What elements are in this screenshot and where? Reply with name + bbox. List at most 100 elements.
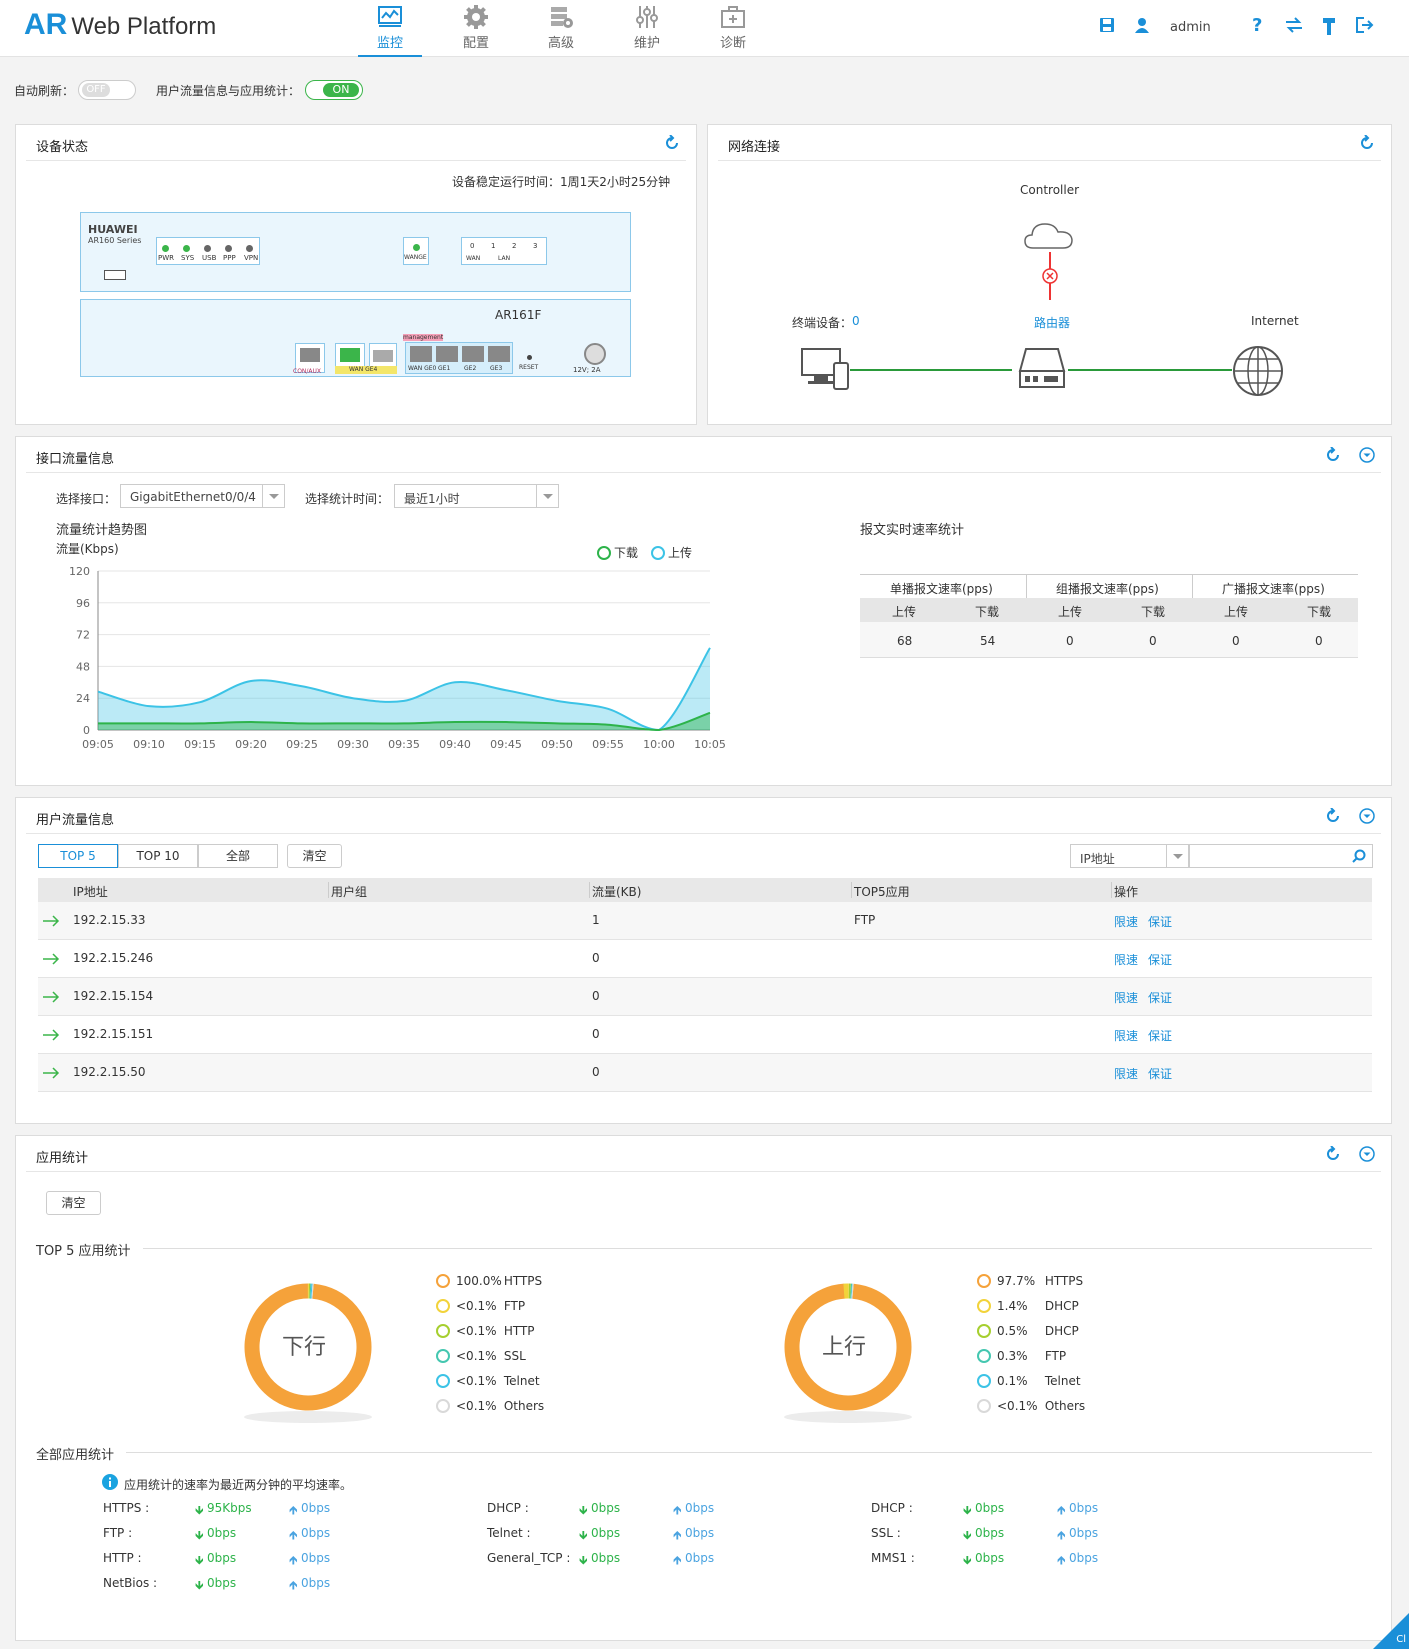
refresh-icon[interactable] (1359, 135, 1375, 151)
guarantee-link[interactable]: 保证 (1148, 1029, 1173, 1043)
flow-cell: 0 (592, 951, 600, 965)
time-select-label: 选择统计时间： (305, 492, 390, 506)
time-select[interactable]: 最近1小时 (394, 484, 559, 508)
collapse-icon[interactable] (1359, 808, 1375, 824)
rate-sub-label: 上传 (1224, 605, 1249, 619)
search-icon[interactable] (1352, 849, 1366, 863)
legend-pct: 0.3% (997, 1349, 1028, 1363)
tab-top10[interactable]: TOP 10 (118, 844, 198, 868)
app-cell: FTP (854, 913, 876, 927)
up-rate: 0bps (301, 1551, 331, 1565)
table-row[interactable]: 192.2.15.154 0 限速 保证 (38, 978, 1372, 1016)
collapse-icon[interactable] (1359, 1146, 1375, 1162)
arrow-right-icon[interactable] (42, 1067, 60, 1079)
refresh-icon[interactable] (1325, 447, 1341, 463)
table-row[interactable]: 192.2.15.50 0 限速 保证 (38, 1054, 1372, 1092)
search-type-select[interactable]: IP地址 (1070, 844, 1189, 868)
clear-button[interactable]: 清空 (287, 844, 342, 868)
app-rate-item: NetBios : 🡻 0bps 🡹 0bps (103, 1576, 433, 1601)
switch-icon[interactable] (1285, 17, 1303, 33)
refresh-icon[interactable] (1325, 808, 1341, 824)
rate-sub-label: 上传 (1058, 605, 1083, 619)
nav-config[interactable]: 配置 (436, 0, 516, 57)
nav-maintain[interactable]: 维护 (607, 0, 687, 57)
up-rate: 0bps (301, 1501, 331, 1515)
usb-led (204, 245, 211, 252)
stats-toggle[interactable]: ON (305, 80, 363, 100)
guarantee-link[interactable]: 保证 (1148, 953, 1173, 967)
clear-apps-button[interactable]: 清空 (46, 1191, 101, 1215)
table-row[interactable]: 192.2.15.151 0 限速 保证 (38, 1016, 1372, 1054)
up-rate: 0bps (1069, 1501, 1099, 1515)
help-icon[interactable]: ? (1252, 15, 1263, 36)
donut-slice (244, 1283, 372, 1411)
port-label: WAN GE4 (349, 366, 378, 373)
search-input[interactable] (1189, 844, 1373, 868)
select-value: 最近1小时 (404, 492, 460, 506)
led-label: VPN (244, 254, 259, 262)
refresh-icon[interactable] (664, 135, 680, 151)
user-icon[interactable] (1134, 17, 1150, 33)
chevron-down-icon (1166, 845, 1188, 867)
rate-sub-label: 下载 (1307, 605, 1332, 619)
guarantee-link[interactable]: 保证 (1148, 991, 1173, 1005)
rate-value: 0 (1066, 634, 1074, 648)
arrow-right-icon[interactable] (42, 991, 60, 1003)
limit-link[interactable]: 限速 (1114, 1067, 1139, 1081)
arrow-right-icon[interactable] (42, 915, 60, 927)
arrow-right-icon[interactable] (42, 1029, 60, 1041)
up-arrow-icon: 🡹 (289, 1578, 298, 1592)
interface-select[interactable]: GigabitEthernet0/0/4 (120, 484, 285, 508)
corner-badge[interactable] (1373, 1613, 1409, 1649)
x-tick-label: 10:00 (643, 738, 675, 751)
table-header: IP地址 用户组 流量(KB) TOP5应用 操作 (38, 878, 1372, 902)
nav-diagnose[interactable]: 诊断 (693, 0, 773, 57)
router-label[interactable]: 路由器 (1034, 316, 1071, 330)
nav-monitor[interactable]: 监控 (350, 0, 430, 57)
refresh-icon[interactable] (1325, 1146, 1341, 1162)
panel-title: 用户流量信息 (36, 813, 115, 828)
table-row[interactable]: 192.2.15.246 0 限速 保证 (38, 940, 1372, 978)
hammer-icon[interactable] (1322, 17, 1336, 35)
guarantee-link[interactable]: 保证 (1148, 915, 1173, 929)
legend-name: SSL (503, 1349, 526, 1363)
download-donut-chart (244, 1283, 372, 1423)
legend-swatch (977, 1399, 991, 1413)
sliders-icon (636, 6, 658, 28)
nav-label: 配置 (462, 36, 489, 51)
port-label: GE1 (438, 365, 451, 372)
top-tabs: TOP 5 TOP 10 全部 清空 (38, 844, 342, 870)
guarantee-link[interactable]: 保证 (1148, 1067, 1173, 1081)
arrow-right-icon[interactable] (42, 953, 60, 965)
tab-top5[interactable]: TOP 5 (38, 844, 118, 868)
limit-link[interactable]: 限速 (1114, 953, 1139, 967)
legend-swatch (436, 1274, 450, 1288)
legend-pct: <0.1% (456, 1399, 497, 1413)
table-row[interactable]: 192.2.15.33 1 FTP 限速 保证 (38, 902, 1372, 940)
legend-item: 1.4% DHCP (977, 1299, 1137, 1324)
led-label: USB (202, 254, 217, 262)
username[interactable]: admin (1170, 20, 1211, 35)
collapse-icon[interactable] (1359, 447, 1375, 463)
nav-advanced[interactable]: 高级 (521, 0, 601, 57)
donut-center-label: 上行 (822, 1335, 867, 1360)
corner-badge-label: Cl (1396, 1634, 1406, 1645)
y-tick-label: 48 (76, 660, 90, 673)
nav-label: 诊断 (719, 36, 746, 51)
limit-link[interactable]: 限速 (1114, 1029, 1139, 1043)
device-status-panel: 设备状态 设备稳定运行时间：1周1天2小时25分钟 HUAWEI AR160 S… (15, 124, 697, 425)
panel-header: 接口流量信息 (26, 437, 1381, 473)
auto-refresh-toggle[interactable]: OFF (78, 80, 136, 100)
save-icon[interactable] (1099, 17, 1115, 33)
logout-icon[interactable] (1356, 17, 1374, 33)
series-area (98, 712, 710, 730)
tab-all[interactable]: 全部 (198, 844, 278, 868)
terminal-count[interactable]: 0 (852, 314, 860, 328)
device-front-panel: HUAWEI AR160 Series PWR SYS USB PPP VPN … (80, 212, 631, 292)
limit-link[interactable]: 限速 (1114, 915, 1139, 929)
limit-link[interactable]: 限速 (1114, 991, 1139, 1005)
ip-cell: 192.2.15.151 (73, 1027, 154, 1041)
column-header: IP地址 (73, 885, 108, 899)
app-name: HTTPS : (103, 1501, 150, 1515)
legend-label: 上传 (668, 545, 692, 560)
